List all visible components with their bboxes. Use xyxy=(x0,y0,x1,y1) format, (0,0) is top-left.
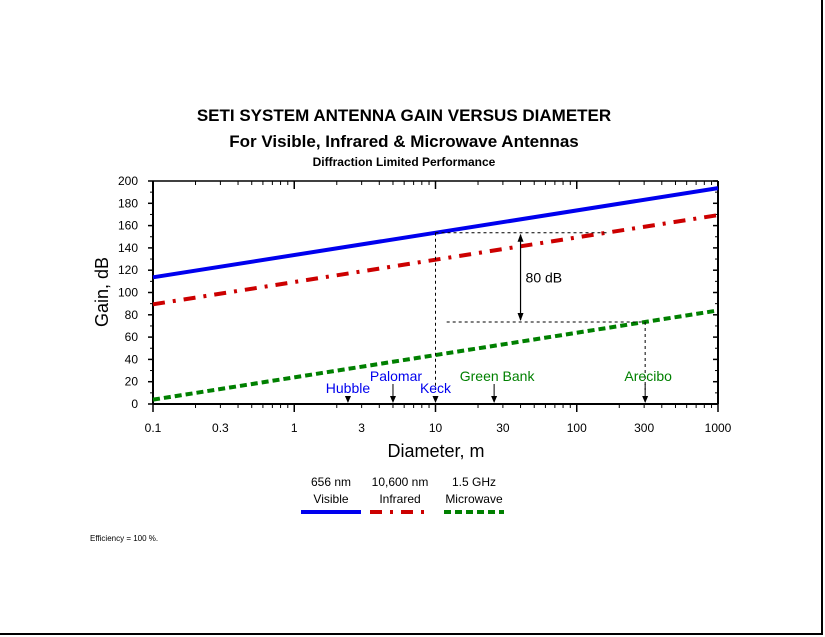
x-tick-label: 100 xyxy=(567,421,587,435)
y-axis-label: Gain, dB xyxy=(92,257,112,327)
x-tick-label: 10 xyxy=(429,421,443,435)
legend-label-1: 10,600 nm xyxy=(372,475,429,489)
x-tick-label: 30 xyxy=(496,421,510,435)
y-tick-label: 140 xyxy=(118,241,138,255)
y-tick-label: 200 xyxy=(118,174,138,188)
efficiency-footnote: Efficiency = 100 %. xyxy=(90,534,158,543)
antenna-label-2: Keck xyxy=(420,380,452,396)
y-tick-label: 180 xyxy=(118,196,138,210)
x-tick-label: 300 xyxy=(634,421,654,435)
x-axis-label: Diameter, m xyxy=(387,441,484,461)
legend-sublabel-0: Visible xyxy=(313,492,348,506)
chart-subtitle: For Visible, Infrared & Microwave Antenn… xyxy=(229,132,579,151)
difference-label: 80 dB xyxy=(526,269,563,285)
x-tick-label: 1000 xyxy=(705,421,732,435)
x-tick-label: 3 xyxy=(358,421,365,435)
legend-label-0: 656 nm xyxy=(311,475,351,489)
legend-label-2: 1.5 GHz xyxy=(452,475,496,489)
series-line-2 xyxy=(152,308,719,402)
antenna-arrowhead-4 xyxy=(642,396,649,403)
y-tick-label: 160 xyxy=(118,219,138,233)
legend: 656 nm Visible 10,600 nm Infrared 1.5 GHz Mic… xyxy=(301,475,504,514)
y-tick-label: 40 xyxy=(125,352,139,366)
difference-arrowhead-bottom xyxy=(517,312,524,321)
antenna-label-1: Palomar xyxy=(370,368,422,384)
antenna-arrowhead-3 xyxy=(491,396,498,403)
x-tick-label: 1 xyxy=(291,421,298,435)
legend-sublabel-1: Infrared xyxy=(379,492,420,506)
x-tick-label: 0.1 xyxy=(145,421,162,435)
antenna-arrowhead-1 xyxy=(389,396,396,403)
y-tick-label: 0 xyxy=(131,397,138,411)
chart-subtitle-secondary: Diffraction Limited Performance xyxy=(313,155,496,169)
difference-arrowhead-top xyxy=(517,233,524,242)
y-tick-label: 100 xyxy=(118,286,138,300)
antenna-label-0: Hubble xyxy=(326,380,371,396)
y-tick-label: 20 xyxy=(125,375,139,389)
y-tick-label: 120 xyxy=(118,263,138,277)
antenna-arrowhead-0 xyxy=(344,396,351,403)
x-tick-label: 0.3 xyxy=(212,421,229,435)
antenna-label-4: Arecibo xyxy=(624,368,672,384)
chart-title: SETI SYSTEM ANTENNA GAIN VERSUS DIAMETER xyxy=(197,106,611,125)
plot-area: 0 20 40 60 80 100 120 140 160 180 200 0.1 0.3 1 3 10 30 1… xyxy=(118,174,732,435)
antenna-label-3: Green Bank xyxy=(460,368,536,384)
legend-sublabel-2: Microwave xyxy=(445,492,503,506)
y-tick-label: 60 xyxy=(125,330,139,344)
antenna-arrowhead-2 xyxy=(432,396,439,403)
y-tick-label: 80 xyxy=(125,308,139,322)
